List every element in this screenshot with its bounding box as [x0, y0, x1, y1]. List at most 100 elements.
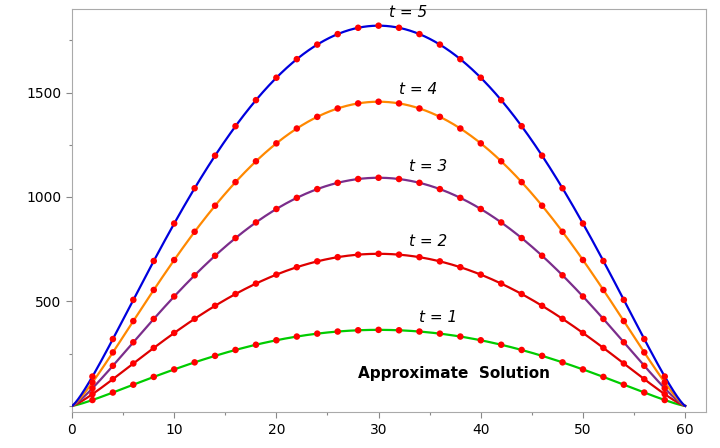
Point: [373, 22, 384, 29]
Point: [148, 286, 160, 293]
Point: [332, 254, 343, 261]
Point: [189, 272, 200, 279]
Point: [618, 296, 629, 303]
Point: [536, 252, 548, 259]
Point: [271, 74, 282, 81]
Point: [312, 41, 323, 48]
Point: [352, 176, 364, 183]
Point: [434, 330, 446, 337]
Point: [393, 176, 405, 183]
Point: [148, 258, 160, 265]
Point: [639, 375, 650, 383]
Point: [434, 258, 446, 265]
Point: [271, 271, 282, 278]
Point: [210, 252, 221, 259]
Point: [352, 24, 364, 31]
Point: [210, 352, 221, 359]
Point: [291, 263, 302, 271]
Point: [230, 290, 241, 297]
Point: [352, 100, 364, 107]
Point: [312, 185, 323, 193]
Point: [495, 219, 507, 226]
Text: t = 3: t = 3: [409, 159, 448, 174]
Point: [454, 263, 466, 271]
Point: [577, 220, 589, 227]
Point: [557, 359, 568, 366]
Point: [495, 97, 507, 104]
Point: [659, 391, 670, 398]
Point: [107, 362, 119, 369]
Point: [127, 339, 139, 346]
Point: [659, 373, 670, 380]
Point: [393, 100, 405, 107]
Point: [577, 293, 589, 300]
Point: [352, 251, 364, 258]
Point: [86, 396, 98, 404]
Point: [495, 341, 507, 349]
Point: [618, 360, 629, 367]
Point: [475, 206, 487, 213]
Point: [373, 174, 384, 181]
Point: [639, 349, 650, 356]
Point: [86, 391, 98, 398]
Point: [557, 272, 568, 279]
Point: [516, 123, 528, 130]
Point: [618, 339, 629, 346]
Point: [107, 375, 119, 383]
Point: [393, 251, 405, 258]
Point: [475, 271, 487, 278]
Point: [230, 179, 241, 186]
Point: [373, 326, 384, 333]
Point: [414, 179, 426, 186]
Point: [291, 56, 302, 63]
Point: [86, 379, 98, 386]
Point: [516, 290, 528, 297]
Point: [127, 381, 139, 388]
Point: [210, 302, 221, 310]
Point: [148, 315, 160, 323]
Point: [639, 389, 650, 396]
Point: [127, 296, 139, 303]
Point: [414, 328, 426, 335]
Point: [577, 329, 589, 336]
Point: [312, 330, 323, 337]
Point: [557, 185, 568, 192]
Text: t = 5: t = 5: [389, 5, 427, 20]
Point: [639, 362, 650, 369]
Point: [210, 202, 221, 209]
Point: [393, 327, 405, 334]
Point: [332, 328, 343, 335]
Point: [107, 336, 119, 343]
Point: [291, 194, 302, 202]
Point: [86, 385, 98, 392]
Point: [168, 293, 180, 300]
Point: [332, 179, 343, 186]
Point: [577, 366, 589, 373]
Point: [598, 373, 609, 380]
Point: [393, 24, 405, 31]
Point: [189, 315, 200, 323]
Point: [598, 345, 609, 352]
Point: [312, 113, 323, 121]
Point: [291, 333, 302, 340]
Point: [659, 379, 670, 386]
Point: [250, 341, 261, 349]
Point: [291, 125, 302, 132]
Point: [148, 345, 160, 352]
Point: [414, 105, 426, 112]
Point: [107, 389, 119, 396]
Point: [618, 381, 629, 388]
Point: [168, 256, 180, 263]
Text: t = 2: t = 2: [409, 234, 448, 250]
Point: [271, 206, 282, 213]
Point: [250, 280, 261, 287]
Point: [189, 185, 200, 192]
Point: [495, 280, 507, 287]
Point: [127, 318, 139, 325]
Point: [230, 346, 241, 353]
Point: [312, 258, 323, 265]
Point: [250, 97, 261, 104]
Point: [536, 152, 548, 159]
Point: [434, 41, 446, 48]
Point: [536, 302, 548, 310]
